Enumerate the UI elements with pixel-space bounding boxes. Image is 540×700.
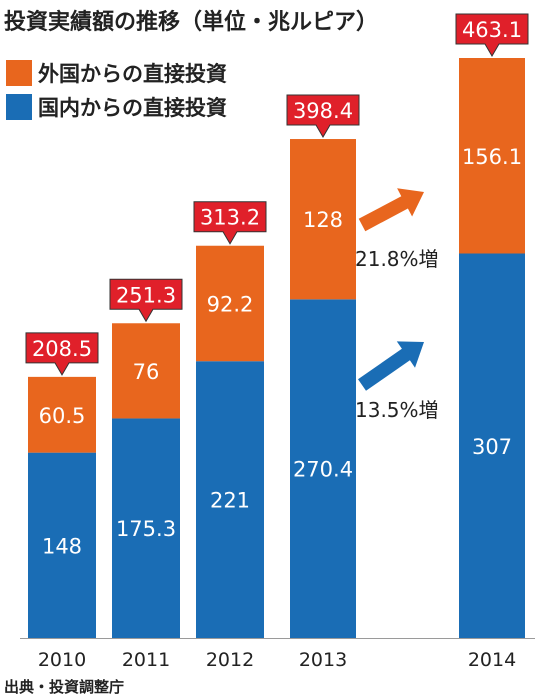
- bar-foreign-2011: [112, 323, 180, 419]
- legend-label-foreign: 外国からの直接投資: [38, 62, 227, 86]
- total-callout-2014: [455, 13, 529, 57]
- bar-domestic-2013: [290, 299, 356, 638]
- total-callout-2013: [286, 94, 360, 139]
- bar-foreign-2012: [196, 245, 264, 362]
- x-tick-label-2010: 2010: [38, 649, 86, 671]
- total-label-2012: 313.2: [200, 206, 260, 230]
- value-label-domestic-2011: 175.3: [116, 517, 176, 541]
- x-tick-label-2013: 2013: [299, 649, 347, 671]
- bar-domestic-2014: [459, 253, 525, 638]
- value-label-domestic-2013: 270.4: [293, 458, 353, 482]
- x-tick-label-2011: 2011: [122, 649, 170, 671]
- annotation-domestic-growth: 13.5%増: [355, 398, 439, 422]
- total-label-2014: 463.1: [462, 18, 522, 42]
- growth-arrow-domestic: [358, 341, 424, 391]
- legend: 外国からの直接投資 国内からの直接投資: [6, 58, 227, 126]
- total-label-2013: 398.4: [293, 99, 353, 123]
- annotation-foreign-growth: 21.8%増: [355, 247, 439, 271]
- value-label-domestic-2012: 221: [210, 489, 250, 513]
- x-tick-label-2012: 2012: [206, 649, 254, 671]
- legend-swatch-foreign: [6, 60, 32, 86]
- legend-item-foreign: 外国からの直接投資: [6, 58, 227, 88]
- bar-domestic-2011: [112, 418, 180, 638]
- total-label-2010: 208.5: [32, 337, 92, 361]
- value-label-foreign-2010: 60.5: [39, 404, 86, 428]
- source-note: 出典・投資調整庁: [4, 678, 125, 696]
- bar-foreign-2014: [459, 58, 525, 254]
- value-label-domestic-2014: 307: [472, 435, 512, 459]
- value-label-foreign-2012: 92.2: [207, 292, 254, 316]
- total-label-2011: 251.3: [116, 283, 176, 307]
- value-label-foreign-2011: 76: [133, 360, 160, 384]
- legend-item-domestic: 国内からの直接投資: [6, 92, 227, 122]
- legend-label-domestic: 国内からの直接投資: [38, 96, 227, 120]
- x-tick-label-2014: 2014: [468, 649, 516, 671]
- total-callout-2012: [193, 201, 267, 245]
- bar-domestic-2010: [28, 452, 96, 638]
- value-label-domestic-2010: 148: [42, 534, 82, 558]
- chart-title: 投資実績額の推移（単位・兆ルピア）: [4, 10, 379, 35]
- bar-foreign-2010: [28, 376, 96, 453]
- bar-domestic-2012: [196, 361, 264, 638]
- value-label-foreign-2014: 156.1: [462, 145, 522, 169]
- value-label-foreign-2013: 128: [303, 208, 343, 232]
- total-callout-2010: [25, 332, 99, 376]
- total-callout-2011: [109, 278, 183, 323]
- legend-swatch-domestic: [6, 94, 32, 120]
- growth-arrow-foreign: [358, 188, 424, 232]
- bar-foreign-2013: [290, 139, 356, 300]
